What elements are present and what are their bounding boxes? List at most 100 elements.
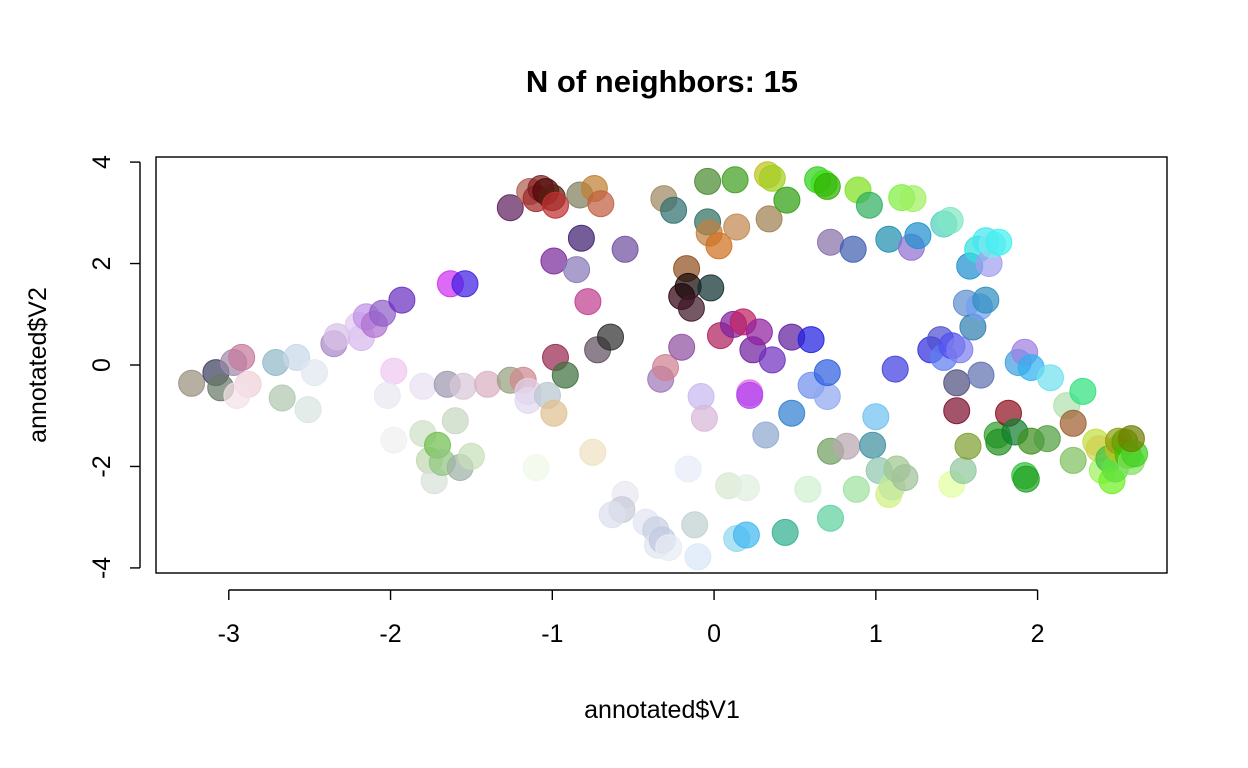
data-point [817, 228, 844, 256]
data-point [540, 247, 568, 275]
data-point [563, 256, 591, 284]
data-point [936, 206, 964, 234]
data-point [758, 164, 786, 192]
data-point [283, 343, 311, 371]
data-point [745, 318, 773, 346]
data-point [732, 474, 760, 502]
data-point [705, 232, 733, 260]
x-tick-label: 2 [1031, 620, 1045, 648]
data-point [449, 372, 477, 400]
data-point [721, 166, 749, 194]
data-point [985, 228, 1013, 256]
data-point [690, 404, 718, 432]
data-point [551, 361, 579, 389]
data-point [409, 372, 437, 400]
data-point [773, 186, 801, 214]
data-point [373, 381, 401, 409]
data-point [839, 235, 867, 263]
chart-title: N of neighbors: 15 [526, 64, 798, 99]
data-point [587, 190, 615, 218]
data-point [598, 501, 626, 529]
data-point [778, 399, 806, 427]
x-tick-label: -2 [379, 620, 401, 648]
data-point [875, 225, 903, 253]
data-point [668, 333, 696, 361]
data-point [301, 359, 328, 387]
y-tick-label: 4 [88, 155, 116, 169]
data-point [758, 346, 786, 374]
data-point [859, 431, 887, 459]
data-point [1059, 446, 1087, 474]
data-point [813, 359, 841, 387]
data-point [542, 191, 569, 219]
data-point [457, 442, 485, 470]
x-axis-label: annotated$V1 [584, 696, 740, 724]
data-point [294, 396, 322, 424]
data-point [972, 286, 1000, 314]
data-point [949, 457, 977, 484]
data-point [752, 421, 780, 449]
data-point [380, 357, 408, 385]
x-tick-label: -3 [218, 620, 240, 648]
data-point [496, 194, 524, 222]
data-point [1012, 465, 1040, 493]
data-point [862, 403, 890, 431]
data-point [967, 361, 995, 389]
data-point [1117, 425, 1145, 453]
x-tick-label: 0 [707, 620, 721, 648]
plot-area-frame [155, 156, 1168, 574]
data-point [1059, 409, 1087, 437]
data-point [597, 323, 624, 351]
data-point [842, 475, 870, 503]
data-point [223, 381, 251, 409]
data-point [943, 397, 971, 425]
data-point [681, 511, 709, 539]
data-point [611, 235, 639, 263]
data-point [268, 384, 296, 412]
data-point [797, 326, 825, 354]
data-point [1037, 364, 1064, 392]
data-point [813, 383, 841, 410]
data-point [697, 274, 725, 302]
data-point [723, 213, 751, 241]
data-point [1033, 425, 1061, 453]
data-point [540, 399, 568, 427]
data-point [794, 475, 822, 503]
data-point [833, 432, 861, 460]
y-axis: -4 -2 0 2 4 [88, 155, 141, 579]
data-point [899, 185, 927, 213]
x-tick-label: -1 [541, 620, 563, 648]
data-point [474, 370, 502, 398]
data-point [855, 191, 883, 219]
data-point [954, 432, 982, 460]
data-point [451, 270, 479, 298]
data-point [694, 167, 722, 195]
data-point [380, 426, 408, 454]
data-point [660, 196, 688, 224]
data-point [684, 543, 712, 571]
x-tick-label: 1 [869, 620, 883, 648]
data-point [522, 454, 550, 481]
data-point [817, 504, 844, 532]
data-point [388, 286, 416, 314]
data-point [652, 354, 679, 381]
data-point [674, 455, 702, 483]
data-point [732, 521, 760, 549]
data-point [813, 172, 841, 200]
points-layer [178, 161, 1149, 571]
data-point [946, 336, 974, 364]
data-point [369, 299, 396, 327]
y-tick-label: -4 [88, 557, 116, 579]
data-point [441, 407, 469, 435]
data-point [891, 464, 919, 492]
x-axis: -3 -2 -1 0 1 2 [218, 589, 1045, 648]
data-point [943, 369, 971, 397]
data-point [655, 534, 683, 562]
data-point [567, 224, 595, 252]
data-point [579, 438, 607, 466]
data-point [1069, 377, 1097, 405]
data-point [771, 518, 799, 546]
y-tick-label: 0 [88, 358, 116, 372]
data-point [881, 355, 909, 383]
